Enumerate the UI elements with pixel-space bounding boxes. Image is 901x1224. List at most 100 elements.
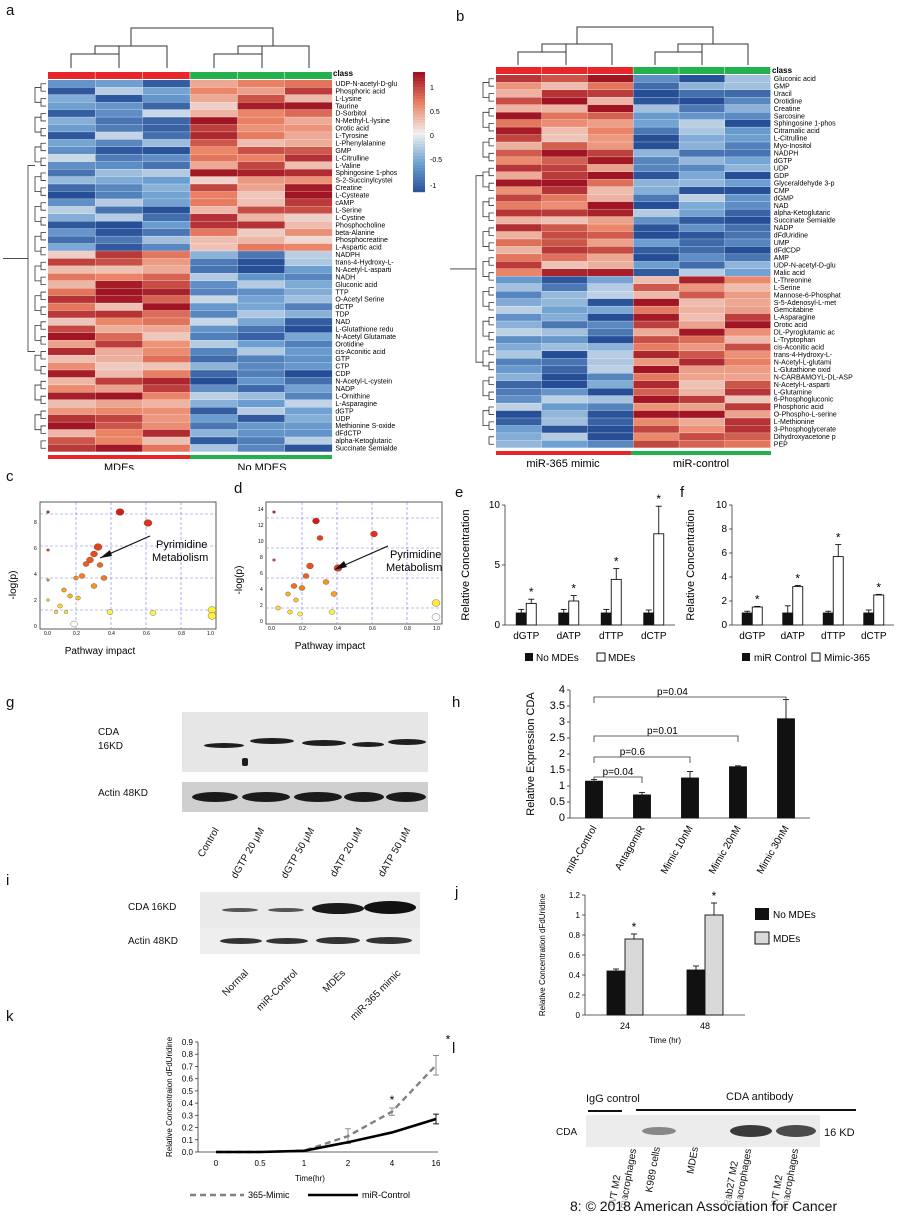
heatmap-cell bbox=[541, 231, 588, 239]
heatmap-cell bbox=[285, 385, 333, 393]
heatmap-cell bbox=[237, 169, 285, 177]
blot-l-group-igg: IgG control bbox=[586, 1093, 640, 1105]
pathway-c-ticks: 0.0 0.2 0.4 0.6 0.8 1.0 0 2 4 6 8 bbox=[34, 520, 214, 637]
heatmap-cell bbox=[541, 351, 588, 359]
heatmap-cell bbox=[237, 102, 285, 110]
heatmap-class-bar-cell bbox=[190, 72, 238, 79]
blot-l-strip bbox=[586, 1115, 820, 1147]
heatmap-dendrogram-branch bbox=[34, 325, 41, 341]
heatmap-legend-swatch bbox=[413, 81, 425, 85]
heatmap-cell bbox=[190, 370, 238, 378]
heatmap-legend-swatch bbox=[413, 147, 425, 151]
heatmap-cell bbox=[142, 124, 190, 132]
heatmap-legend-swatch bbox=[413, 189, 425, 193]
heatmap-cell bbox=[237, 243, 285, 251]
heatmap-legend-tick: 0 bbox=[430, 133, 434, 140]
heatmap-cell bbox=[679, 343, 725, 351]
heatmap-cell bbox=[679, 298, 725, 306]
pathway-d-ytick: 6 bbox=[260, 571, 263, 577]
heatmap-dendrogram-branch bbox=[34, 176, 41, 192]
legend-label-mdes: MDEs bbox=[773, 934, 800, 945]
heatmap-cell bbox=[48, 422, 96, 430]
pathway-point bbox=[63, 610, 69, 614]
heatmap-cell bbox=[679, 440, 725, 448]
heatmap-cell bbox=[48, 303, 96, 311]
heatmap-cell bbox=[541, 291, 588, 299]
heatmap-cell bbox=[679, 239, 725, 247]
heatmap-cell bbox=[633, 425, 679, 433]
pathway-d-ytick: 8 bbox=[260, 555, 263, 561]
heatmap-cell bbox=[285, 422, 333, 430]
heatmap-row-label: AMP bbox=[774, 255, 790, 262]
heatmap-row-label: CTP bbox=[335, 364, 349, 371]
chart-y-tick-label: 6 bbox=[721, 548, 727, 559]
heatmap-cell bbox=[48, 370, 96, 378]
chart-bar bbox=[525, 602, 537, 626]
heatmap-row-label: Creatine bbox=[335, 185, 362, 192]
heatmap-row-label: L-Glutathione redu bbox=[335, 326, 393, 333]
heatmap-row-label: Glyceraldehyde 3-p bbox=[774, 180, 835, 187]
heatmap-cell bbox=[541, 261, 588, 269]
heatmap-dendrogram-branch bbox=[488, 182, 494, 192]
heatmap-cell bbox=[190, 437, 238, 445]
heatmap-cell bbox=[679, 291, 725, 299]
heatmap-cell bbox=[587, 89, 634, 98]
heatmap-cell bbox=[95, 154, 143, 162]
heatmap-cell bbox=[95, 325, 143, 333]
heatmap-row-label: GMP bbox=[774, 83, 790, 90]
heatmap-cell bbox=[633, 321, 679, 329]
pathway-d-arrow bbox=[337, 545, 389, 569]
heatmap-legend-swatch bbox=[413, 174, 425, 178]
heatmap-cell bbox=[496, 164, 542, 172]
heatmap-cell bbox=[496, 403, 542, 411]
heatmap-b-row-dendrogram bbox=[450, 78, 494, 445]
chart-bracket bbox=[593, 735, 739, 742]
heatmap-dendrogram-branch bbox=[40, 157, 46, 166]
heatmap-cell bbox=[679, 82, 725, 90]
heatmap-legend-swatch bbox=[413, 123, 425, 127]
heatmap-cell bbox=[142, 392, 190, 400]
heatmap-cell bbox=[190, 221, 238, 229]
heatmap-legend-swatch bbox=[413, 111, 425, 115]
pathway-point bbox=[302, 573, 310, 579]
pathway-point bbox=[57, 603, 63, 609]
heatmap-cell bbox=[285, 288, 333, 296]
heatmap-legend-swatch bbox=[413, 120, 425, 124]
blot-i-cda-strip bbox=[200, 892, 420, 928]
heatmap-cell bbox=[142, 109, 190, 117]
heatmap-cell bbox=[725, 216, 771, 224]
heatmap-row-label: dFdCTP bbox=[335, 431, 361, 438]
heatmap-cell bbox=[95, 347, 143, 355]
heatmap-row-label: CMP bbox=[774, 188, 790, 195]
heatmap-cell bbox=[725, 328, 771, 336]
blot-l: IgG control CDA antibody CDA 16 KD bbox=[550, 1085, 900, 1224]
heatmap-cell bbox=[285, 370, 333, 378]
heatmap-cell bbox=[190, 176, 238, 184]
heatmap-cell bbox=[285, 80, 333, 88]
heatmap-cell bbox=[496, 433, 542, 441]
chart-y-tick-label: 0.6 bbox=[182, 1075, 194, 1084]
heatmap-dendrogram-branch bbox=[488, 346, 494, 356]
heatmap-cell bbox=[190, 347, 238, 355]
heatmap-row-label: L-Tryptophan bbox=[774, 337, 815, 344]
heatmap-cell bbox=[541, 194, 588, 202]
heatmap-dendrogram-branch bbox=[482, 380, 489, 397]
heatmap-cell bbox=[725, 186, 771, 195]
heatmap-cell bbox=[237, 206, 285, 214]
legend-swatch-no-mdes bbox=[755, 908, 769, 920]
heatmap-cell bbox=[633, 231, 679, 239]
heatmap-cell bbox=[285, 213, 333, 222]
heatmap-cell bbox=[48, 199, 96, 207]
chart-y-tick-label: 0.9 bbox=[182, 1038, 194, 1047]
heatmap-legend-swatch bbox=[413, 72, 425, 76]
heatmap-cell bbox=[633, 336, 679, 344]
heatmap-cell bbox=[285, 414, 333, 422]
heatmap-cell bbox=[95, 206, 143, 214]
heatmap-row-label: N-Acetyl-L-cystein bbox=[335, 379, 392, 386]
heatmap-legend-swatch bbox=[413, 90, 425, 94]
heatmap-cell bbox=[587, 321, 634, 329]
heatmap-cell bbox=[237, 429, 285, 437]
chart-y-tick-label: 0.5 bbox=[550, 796, 565, 808]
heatmap-dendrogram-branch bbox=[482, 320, 489, 337]
pathway-point bbox=[322, 579, 330, 585]
